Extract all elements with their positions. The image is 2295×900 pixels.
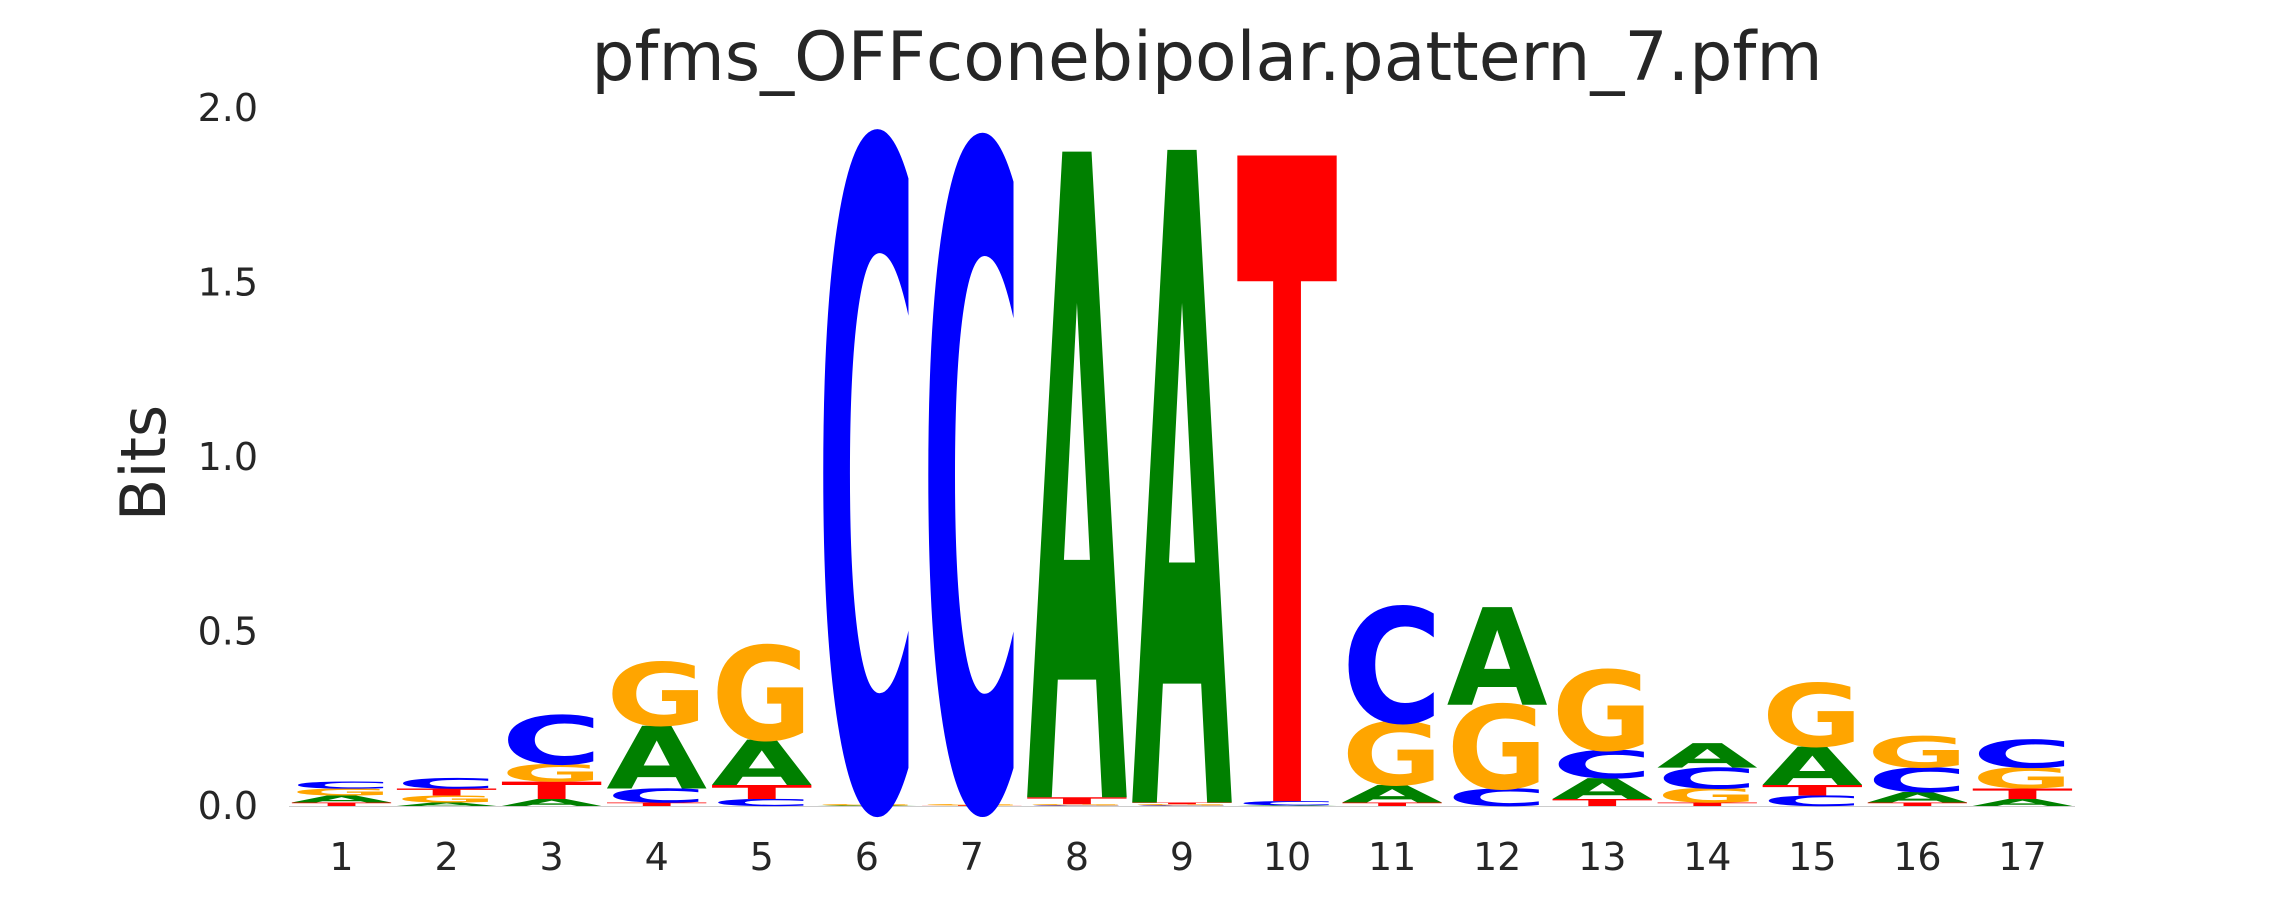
logo-letter-c: C (1447, 784, 1548, 812)
logo-letter-a: A (1342, 781, 1444, 809)
logo-letter-c: C (1762, 793, 1863, 810)
y-axis: 0.0 0.5 1.0 1.5 2.0 (198, 86, 2075, 828)
logo-letter-c: C (1867, 761, 1968, 800)
logo-letter-a: A (1657, 737, 1758, 776)
y-tick-label: 0.5 (198, 610, 258, 654)
logo-letter-c: C (1237, 800, 1338, 807)
logo-letter-t: T (1027, 795, 1128, 806)
logo-letter-t: T (1552, 797, 1653, 808)
y-tick-label: 1.0 (198, 435, 258, 479)
logo-letter-g: G (1447, 683, 1548, 816)
logo-letter-g: G (1867, 728, 1968, 778)
x-tick-label: 15 (1788, 835, 1836, 879)
logo-letter-a: A (711, 728, 812, 801)
logo-letter-t: T (1237, 0, 1339, 900)
logo-letter-t: T (921, 805, 1022, 806)
x-tick-label: 2 (434, 835, 458, 879)
logo-letter-c: C (1027, 805, 1128, 806)
logo-letter-t: T (501, 777, 602, 805)
logo-letter-c: C (396, 775, 497, 792)
logo-letter-g: G (1342, 706, 1443, 806)
x-tick-label: 7 (960, 835, 984, 879)
logo-letter-c: C (1972, 732, 2073, 777)
y-tick-label: 0.0 (198, 784, 258, 828)
x-tick-label: 11 (1368, 835, 1416, 879)
x-tick-label: 3 (540, 835, 564, 879)
chart-title: pfms_OFFconebipolar.pattern_7.pfm (591, 18, 1822, 97)
x-tick-label: 14 (1683, 835, 1731, 879)
logo-letter-c: C (1657, 762, 1758, 795)
logo-letter-g: G (606, 647, 707, 747)
logo-letter-a: A (396, 802, 497, 808)
x-axis: 1 2 3 4 5 6 7 8 9 10 11 12 13 14 15 16 17 (329, 835, 2046, 879)
logo-letter-a: A (1237, 805, 1338, 806)
logo-letter-c: C (501, 703, 602, 780)
logo-letter-g: G (1762, 668, 1863, 768)
logo-letter-a: A (1762, 737, 1863, 798)
x-tick-label: 16 (1893, 835, 1941, 879)
logo-letter-c: C (1342, 576, 1443, 760)
x-tick-label: 4 (645, 835, 669, 879)
x-tick-label: 9 (1170, 835, 1194, 879)
logo-letter-g: G (1972, 762, 2073, 795)
x-tick-label: 5 (750, 835, 774, 879)
logo-letter-g: G (1657, 785, 1758, 807)
logo-letter-a: A (1132, 0, 1234, 900)
logo-letter-a: A (1552, 773, 1653, 806)
logo-letter-a: A (1027, 0, 1129, 900)
x-tick-label: 1 (329, 835, 353, 879)
logo-letter-t: T (1972, 786, 2073, 803)
logo-letter-c: C (711, 797, 812, 808)
y-tick-label: 1.5 (198, 261, 258, 305)
logo-letter-t: T (1132, 802, 1233, 805)
logo-letter-c: C (816, 0, 917, 900)
logo-letter-c: C (1132, 805, 1233, 806)
x-tick-label: 6 (855, 835, 879, 879)
logo-letter-t: T (1657, 802, 1758, 808)
logo-letter-t: T (1762, 782, 1863, 799)
logo-letter-a: A (816, 805, 917, 806)
logo-letter-g: G (816, 804, 917, 806)
logo-letter-g: G (501, 759, 602, 787)
logo-letter-c: C (1552, 742, 1653, 787)
y-tick-label: 2.0 (198, 86, 258, 130)
logo-letter-c: C (606, 785, 707, 807)
logo-letter-a: A (1972, 797, 2074, 808)
x-tick-label: 12 (1473, 835, 1521, 879)
logo-letter-g: G (921, 804, 1022, 806)
logo-letter-g: G (711, 620, 812, 771)
logo-letter-t: T (396, 787, 497, 798)
logo-letter-a: A (291, 794, 393, 805)
logo-letter-a: A (1447, 581, 1548, 737)
logo-letter-t: T (1867, 802, 1968, 808)
logo-letter-t: T (1342, 802, 1443, 808)
x-tick-label: 17 (1998, 835, 2046, 879)
logo-letter-g: G (1027, 804, 1128, 806)
logo-letter-c: C (291, 780, 392, 791)
logo-letter-g: G (291, 787, 392, 798)
logo-letter-g: G (396, 794, 497, 805)
logo-letter-a: A (1867, 789, 1968, 806)
logo-letter-a: A (501, 797, 603, 808)
logo-letter-g: G (1132, 804, 1233, 806)
logo-letter-g: G (1552, 648, 1653, 776)
x-tick-label: 13 (1578, 835, 1626, 879)
logo-letter-a: A (606, 709, 707, 810)
x-tick-label: 10 (1263, 835, 1311, 879)
logo-letter-t: T (606, 802, 707, 808)
x-tick-label: 8 (1065, 835, 1089, 879)
logo-letter-t: T (291, 802, 392, 808)
logo-letter-c: C (921, 0, 1022, 900)
y-axis-label: Bits (107, 405, 180, 521)
logo-letter-t: T (711, 781, 812, 803)
